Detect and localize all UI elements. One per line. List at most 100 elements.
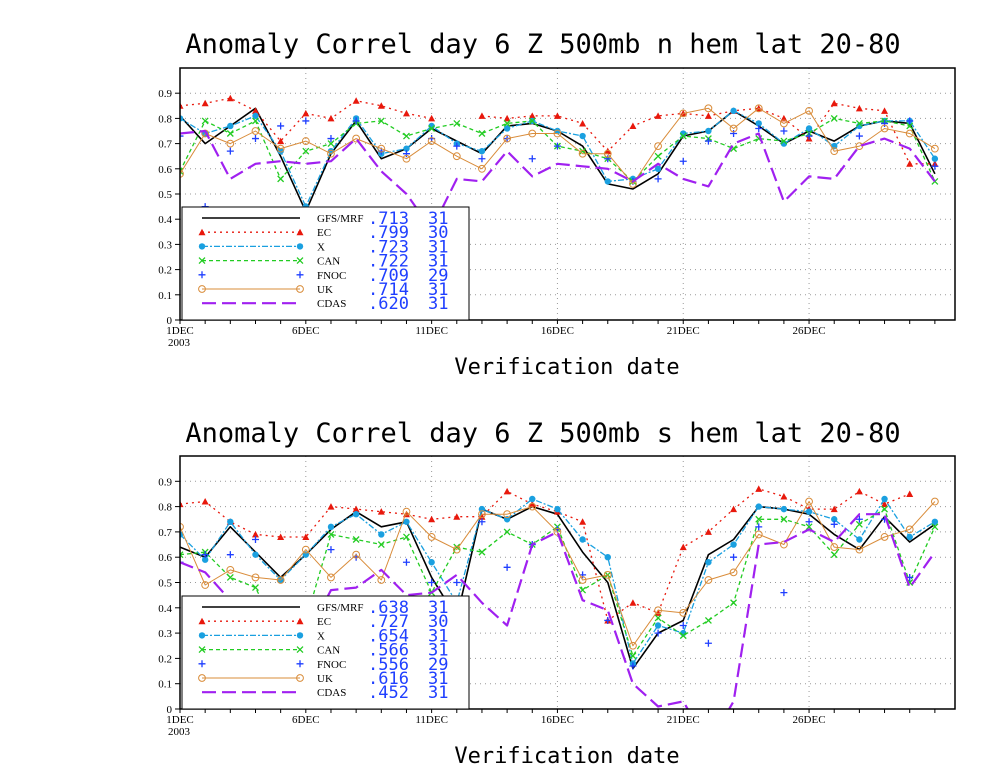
data-point bbox=[352, 97, 360, 104]
legend-series-name: CDAS bbox=[317, 687, 346, 699]
legend-count: 31 bbox=[428, 294, 448, 314]
legend-marker bbox=[198, 228, 206, 236]
data-point bbox=[452, 545, 461, 554]
data-point bbox=[252, 551, 259, 558]
data-point bbox=[629, 652, 637, 660]
data-point bbox=[855, 119, 863, 127]
data-point bbox=[629, 641, 637, 650]
data-point bbox=[780, 515, 788, 523]
legend-series-name: CAN bbox=[317, 645, 340, 657]
data-point bbox=[654, 152, 662, 160]
data-point bbox=[780, 505, 788, 513]
data-point bbox=[301, 545, 310, 554]
data-point bbox=[654, 609, 662, 616]
legend-series-name: GFS/MRF bbox=[317, 213, 363, 225]
data-point bbox=[931, 155, 939, 162]
legend-marker bbox=[198, 285, 206, 293]
data-point bbox=[579, 119, 587, 127]
data-point bbox=[604, 616, 612, 624]
data-point bbox=[553, 129, 562, 138]
x-axis-label: Verification date bbox=[454, 744, 679, 769]
data-point bbox=[428, 125, 436, 132]
legend-count: 30 bbox=[428, 223, 448, 243]
data-point bbox=[453, 579, 461, 586]
data-point bbox=[905, 525, 914, 534]
y-tick-label: 0.6 bbox=[158, 552, 172, 564]
legend-marker bbox=[296, 243, 304, 250]
data-point bbox=[906, 490, 914, 497]
legend-count: 31 bbox=[428, 669, 448, 689]
legend-series-name: FNOC bbox=[317, 270, 346, 282]
legend-score: .709 bbox=[368, 266, 409, 286]
data-point bbox=[654, 606, 662, 615]
series-line bbox=[180, 488, 910, 622]
data-point bbox=[428, 515, 436, 523]
data-point bbox=[730, 505, 738, 513]
data-point bbox=[704, 112, 712, 119]
data-point bbox=[529, 495, 536, 503]
data-point bbox=[252, 112, 259, 120]
data-point bbox=[553, 112, 561, 119]
data-point bbox=[352, 536, 360, 543]
data-point bbox=[729, 124, 738, 133]
legend-count: 31 bbox=[428, 209, 448, 229]
data-point bbox=[226, 139, 235, 148]
y-tick-label: 0 bbox=[167, 315, 173, 327]
data-point bbox=[881, 500, 889, 508]
data-point bbox=[402, 109, 410, 117]
legend-marker bbox=[198, 632, 206, 639]
data-point bbox=[855, 515, 863, 523]
legend-box bbox=[181, 595, 470, 710]
data-point bbox=[503, 487, 511, 495]
data-point bbox=[402, 558, 410, 566]
legend-score: .727 bbox=[368, 612, 409, 632]
data-point bbox=[378, 531, 385, 538]
data-point bbox=[226, 94, 234, 102]
data-point bbox=[855, 545, 864, 554]
data-point bbox=[679, 132, 687, 140]
data-point bbox=[855, 104, 863, 112]
legend: GFS/MRF .713 31 EC .799 30 X .723 31 CAN .722 31 FNO… bbox=[181, 206, 470, 321]
data-point bbox=[679, 543, 687, 551]
data-point bbox=[604, 554, 611, 561]
data-point bbox=[402, 154, 411, 163]
data-point bbox=[679, 157, 687, 165]
legend-count: 29 bbox=[428, 655, 448, 675]
legend-score: .714 bbox=[368, 280, 409, 300]
data-point bbox=[302, 109, 310, 117]
data-point bbox=[528, 500, 536, 508]
data-point bbox=[277, 137, 285, 145]
y-tick-label: 0.6 bbox=[158, 164, 172, 176]
data-point bbox=[226, 130, 234, 137]
data-point bbox=[227, 122, 234, 130]
x-tick-label: 21DEC bbox=[667, 325, 700, 337]
data-point bbox=[453, 119, 461, 127]
data-point bbox=[201, 551, 209, 559]
data-point bbox=[503, 134, 512, 143]
data-point bbox=[830, 147, 839, 156]
data-point bbox=[704, 576, 713, 584]
x-tick-label: 26DEC bbox=[793, 714, 826, 726]
x-tick-label: 1DEC bbox=[166, 714, 194, 726]
data-point bbox=[301, 137, 310, 145]
legend-score: .566 bbox=[368, 641, 409, 661]
data-point bbox=[579, 536, 586, 543]
data-point bbox=[604, 155, 612, 163]
y-tick-label: 0.8 bbox=[158, 113, 172, 125]
data-point bbox=[478, 155, 486, 163]
data-point bbox=[579, 132, 586, 140]
x-tick-year: 2003 bbox=[168, 337, 191, 349]
data-point bbox=[277, 147, 284, 155]
data-point bbox=[427, 533, 436, 541]
legend-score: .620 bbox=[368, 294, 409, 314]
y-tick-label: 0.7 bbox=[158, 139, 172, 151]
data-point bbox=[403, 518, 410, 525]
data-point bbox=[226, 147, 234, 155]
data-point bbox=[730, 553, 738, 561]
data-point bbox=[730, 130, 738, 138]
data-point bbox=[403, 533, 410, 541]
data-point bbox=[327, 114, 335, 122]
x-tick-label: 16DEC bbox=[541, 325, 574, 337]
data-point bbox=[377, 144, 386, 153]
data-point bbox=[302, 533, 310, 540]
